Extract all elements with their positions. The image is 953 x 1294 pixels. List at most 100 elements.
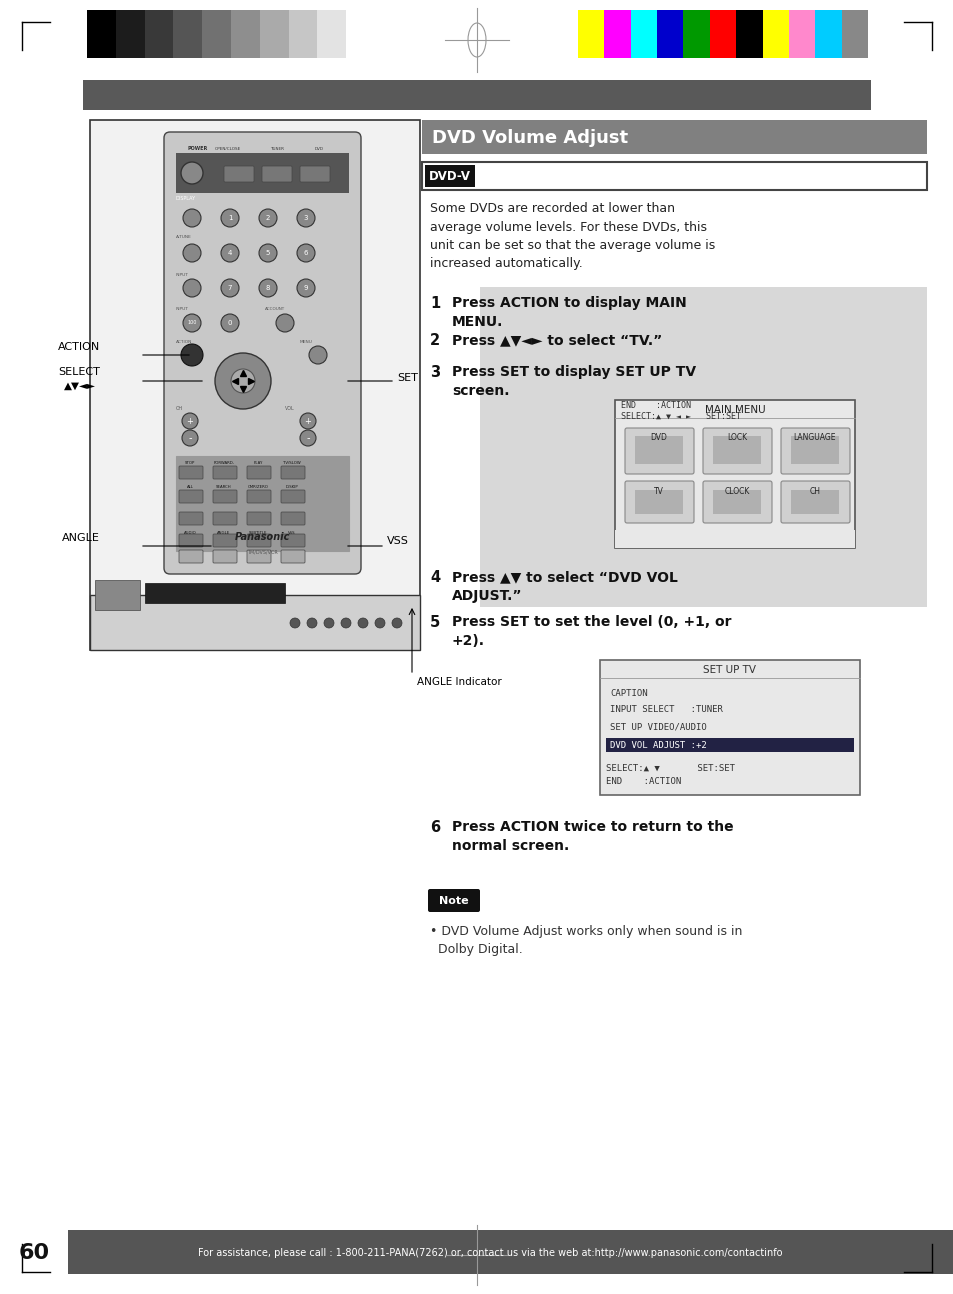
FancyBboxPatch shape bbox=[781, 428, 849, 474]
Bar bbox=[346, 10, 375, 58]
Bar bbox=[635, 436, 682, 465]
Bar bbox=[231, 10, 259, 58]
Text: TM/DVS/VCR: TM/DVS/VCR bbox=[247, 549, 277, 554]
Text: MAIN MENU: MAIN MENU bbox=[704, 405, 764, 415]
Bar bbox=[815, 10, 841, 58]
Text: For assistance, please call : 1-800-211-PANA(7262) or, contact us via the web at: For assistance, please call : 1-800-211-… bbox=[197, 1247, 781, 1258]
Text: 3: 3 bbox=[430, 365, 439, 380]
FancyBboxPatch shape bbox=[702, 481, 771, 523]
Text: DVD VOL ADJUST :+2: DVD VOL ADJUST :+2 bbox=[609, 741, 706, 751]
Bar bbox=[604, 10, 630, 58]
Circle shape bbox=[221, 280, 239, 298]
FancyBboxPatch shape bbox=[624, 481, 693, 523]
Text: 2: 2 bbox=[266, 215, 270, 221]
Text: 1: 1 bbox=[430, 296, 439, 311]
Bar bbox=[712, 436, 760, 465]
Circle shape bbox=[324, 619, 334, 628]
Text: POWER: POWER bbox=[188, 146, 208, 151]
Bar bbox=[736, 10, 761, 58]
Bar bbox=[259, 10, 289, 58]
Bar bbox=[630, 10, 657, 58]
Circle shape bbox=[290, 619, 299, 628]
Bar bbox=[175, 455, 349, 551]
Text: ACTION: ACTION bbox=[58, 342, 100, 352]
Bar bbox=[657, 10, 682, 58]
Bar bbox=[841, 10, 867, 58]
Bar bbox=[578, 10, 604, 58]
Bar bbox=[317, 10, 346, 58]
Bar bbox=[761, 10, 788, 58]
Text: OPEN/CLOSE: OPEN/CLOSE bbox=[214, 148, 241, 151]
FancyBboxPatch shape bbox=[164, 132, 360, 575]
Bar bbox=[115, 10, 145, 58]
FancyBboxPatch shape bbox=[702, 428, 771, 474]
Text: STOP: STOP bbox=[185, 461, 195, 465]
Text: INPUT: INPUT bbox=[175, 307, 189, 311]
FancyBboxPatch shape bbox=[213, 512, 236, 525]
Text: ALL: ALL bbox=[187, 485, 193, 489]
Bar bbox=[173, 10, 202, 58]
Bar bbox=[90, 595, 419, 650]
Text: END    :ACTION: END :ACTION bbox=[605, 776, 680, 785]
FancyBboxPatch shape bbox=[213, 466, 236, 479]
FancyBboxPatch shape bbox=[624, 428, 693, 474]
Text: SELECT:▲ ▼       SET:SET: SELECT:▲ ▼ SET:SET bbox=[605, 763, 734, 773]
Text: 8: 8 bbox=[266, 285, 270, 291]
FancyBboxPatch shape bbox=[599, 660, 859, 795]
Text: Press ACTION twice to return to the
normal screen.: Press ACTION twice to return to the norm… bbox=[452, 820, 733, 853]
Text: DVD: DVD bbox=[314, 148, 324, 151]
Text: 60: 60 bbox=[18, 1244, 50, 1263]
Text: CH: CH bbox=[175, 406, 183, 411]
Text: Press ACTION to display MAIN
MENU.: Press ACTION to display MAIN MENU. bbox=[452, 296, 686, 329]
Text: 9: 9 bbox=[303, 285, 308, 291]
Text: DVD-V: DVD-V bbox=[429, 171, 471, 184]
Circle shape bbox=[296, 210, 314, 226]
Circle shape bbox=[221, 314, 239, 333]
Text: CMR/ZERO: CMR/ZERO bbox=[247, 485, 268, 489]
Text: SUBTITLE: SUBTITLE bbox=[249, 531, 267, 534]
Circle shape bbox=[258, 280, 276, 298]
Bar bbox=[709, 10, 736, 58]
FancyBboxPatch shape bbox=[213, 490, 236, 503]
Circle shape bbox=[309, 345, 327, 364]
Text: 2: 2 bbox=[430, 333, 439, 348]
Text: +: + bbox=[187, 417, 193, 426]
Bar bbox=[788, 10, 815, 58]
FancyBboxPatch shape bbox=[179, 550, 203, 563]
FancyBboxPatch shape bbox=[281, 490, 305, 503]
Text: END    :ACTION: END :ACTION bbox=[620, 401, 690, 409]
Text: Press ▲▼ to select “DVD VOL
ADJUST.”: Press ▲▼ to select “DVD VOL ADJUST.” bbox=[452, 569, 678, 603]
Text: TV: TV bbox=[654, 487, 663, 496]
Bar bbox=[145, 10, 173, 58]
Text: SELECT:▲ ▼ ◄ ►   SET:SET: SELECT:▲ ▼ ◄ ► SET:SET bbox=[620, 411, 740, 421]
Bar bbox=[615, 531, 854, 547]
FancyBboxPatch shape bbox=[281, 550, 305, 563]
Text: Panasonic: Panasonic bbox=[234, 532, 290, 542]
Text: 5: 5 bbox=[266, 250, 270, 256]
Bar bbox=[175, 153, 349, 193]
Text: ANGLE: ANGLE bbox=[62, 533, 100, 543]
Text: 1: 1 bbox=[228, 215, 232, 221]
Bar bbox=[424, 166, 475, 188]
Text: SEARCH: SEARCH bbox=[216, 485, 232, 489]
Circle shape bbox=[181, 162, 203, 184]
Bar bbox=[0, 1231, 68, 1275]
Text: DVD Volume Adjust: DVD Volume Adjust bbox=[432, 129, 627, 148]
Bar bbox=[682, 10, 709, 58]
Text: +: + bbox=[304, 417, 311, 426]
Circle shape bbox=[340, 619, 351, 628]
Text: D.SKIP: D.SKIP bbox=[285, 485, 298, 489]
Circle shape bbox=[299, 430, 315, 446]
FancyBboxPatch shape bbox=[179, 466, 203, 479]
Bar bbox=[202, 10, 231, 58]
Bar bbox=[712, 490, 760, 514]
Bar bbox=[479, 287, 926, 607]
FancyBboxPatch shape bbox=[262, 166, 292, 182]
FancyBboxPatch shape bbox=[247, 512, 271, 525]
Text: CLOCK: CLOCK bbox=[723, 487, 749, 496]
FancyBboxPatch shape bbox=[179, 534, 203, 547]
Text: 6: 6 bbox=[303, 250, 308, 256]
Bar bbox=[87, 10, 115, 58]
Text: LANGUAGE: LANGUAGE bbox=[793, 433, 836, 443]
Text: SELECT: SELECT bbox=[58, 367, 100, 377]
